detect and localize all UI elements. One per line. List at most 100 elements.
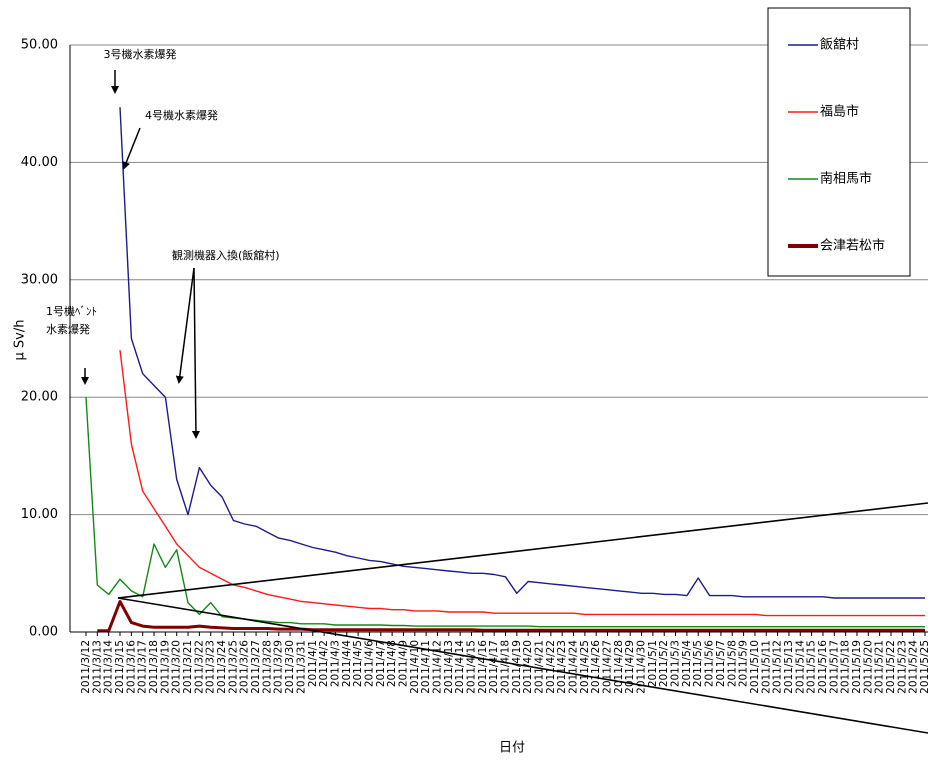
y-tick-label: 50.00 bbox=[21, 38, 58, 53]
plot bbox=[85, 107, 925, 633]
annotation: 1号機ﾍﾞﾝﾄ bbox=[46, 304, 97, 318]
legend-label: 会津若松市 bbox=[820, 238, 885, 254]
x-tick-label: 2011/5/1 bbox=[647, 640, 659, 687]
x-tick-label: 2011/5/14 bbox=[794, 640, 806, 694]
x-tick-label: 2011/4/10 bbox=[409, 640, 421, 694]
series-line bbox=[119, 350, 925, 617]
x-tick-label: 2011/5/22 bbox=[885, 640, 897, 694]
x-tick-label: 2011/5/2 bbox=[658, 640, 670, 687]
x-tick-label: 2011/4/1 bbox=[307, 640, 319, 687]
x-tick-label: 2011/4/3 bbox=[329, 640, 341, 687]
annotation: 水素爆発 bbox=[46, 322, 90, 336]
y-axis-title: μ Sv/h bbox=[13, 320, 28, 361]
x-tick-label: 2011/4/12 bbox=[431, 640, 443, 694]
x-tick-label: 2011/3/22 bbox=[193, 640, 205, 694]
x-tick-label: 2011/5/17 bbox=[828, 640, 840, 694]
x-tick-label: 2011/5/12 bbox=[772, 640, 784, 694]
series-line bbox=[119, 107, 925, 599]
x-tick-label: 2011/4/26 bbox=[590, 640, 602, 694]
x-tick-label: 2011/3/12 bbox=[80, 640, 92, 694]
x-tick-label: 2011/4/27 bbox=[602, 640, 614, 694]
x-tick-label: 2011/3/28 bbox=[261, 640, 273, 694]
x-tick-label: 2011/3/16 bbox=[125, 640, 137, 694]
x-tick-label: 2011/5/13 bbox=[783, 640, 795, 694]
x-tick-label: 2011/5/7 bbox=[715, 640, 727, 687]
x-tick-label: 2011/4/20 bbox=[522, 640, 534, 694]
legend-box bbox=[767, 7, 911, 277]
x-tick-label: 2011/3/26 bbox=[239, 640, 251, 694]
x-tick-label: 2011/5/8 bbox=[726, 640, 738, 687]
x-tick-label: 2011/3/23 bbox=[205, 640, 217, 694]
series-line bbox=[85, 397, 925, 628]
x-tick-label: 2011/3/20 bbox=[171, 640, 183, 694]
x-tick-label: 2011/4/18 bbox=[500, 640, 512, 694]
x-tick-label: 2011/3/21 bbox=[182, 640, 194, 694]
y-tick-label: 0.00 bbox=[29, 625, 58, 640]
x-tick-label: 2011/4/17 bbox=[488, 640, 500, 694]
legend-label: 福島市 bbox=[820, 104, 859, 120]
x-tick-label: 2011/5/25 bbox=[919, 640, 928, 694]
arrow bbox=[122, 127, 141, 170]
x-tick-label: 2011/4/5 bbox=[352, 640, 364, 687]
x-tick-label: 2011/4/19 bbox=[511, 640, 523, 694]
x-tick-label: 2011/3/29 bbox=[273, 640, 285, 694]
x-tick-label: 2011/5/9 bbox=[738, 640, 750, 687]
x-tick-label: 2011/4/23 bbox=[556, 640, 568, 694]
x-tick-label: 2011/4/16 bbox=[477, 640, 489, 694]
x-tick-label: 2011/3/13 bbox=[91, 640, 103, 694]
annotation: 4号機水素爆発 bbox=[145, 108, 218, 122]
x-tick-label: 2011/4/2 bbox=[318, 640, 330, 687]
x-tick-label: 2011/3/25 bbox=[227, 640, 239, 694]
x-tick-label: 2011/3/17 bbox=[137, 640, 149, 694]
x-tick-label: 2011/5/20 bbox=[862, 640, 874, 694]
y-tick-label: 40.00 bbox=[21, 155, 58, 170]
x-tick-label: 2011/4/29 bbox=[624, 640, 636, 694]
x-tick-label: 2011/4/15 bbox=[465, 640, 477, 694]
trend-line bbox=[117, 597, 928, 734]
arrow bbox=[175, 267, 195, 384]
annotation: 観測機器入換(飯舘村) bbox=[172, 248, 280, 262]
x-tick-label: 2011/5/10 bbox=[749, 640, 761, 694]
y-tick-label: 10.00 bbox=[21, 507, 58, 522]
x-tick-label: 2011/3/24 bbox=[216, 640, 228, 694]
x-tick-label: 2011/3/14 bbox=[103, 640, 115, 694]
x-tick-label: 2011/3/18 bbox=[148, 640, 160, 694]
x-tick-label: 2011/3/19 bbox=[159, 640, 171, 694]
x-tick-label: 2011/4/6 bbox=[363, 640, 375, 687]
x-tick-label: 2011/5/24 bbox=[908, 640, 920, 694]
x-tick-label: 2011/4/13 bbox=[443, 640, 455, 694]
x-tick-label: 2011/5/19 bbox=[851, 640, 863, 694]
annotation: 3号機水素爆発 bbox=[104, 47, 177, 61]
x-tick-label: 2011/4/8 bbox=[386, 640, 398, 687]
x-tick-label: 2011/4/9 bbox=[397, 640, 409, 687]
x-tick-label: 2011/5/16 bbox=[817, 640, 829, 694]
x-tick-label: 2011/5/15 bbox=[806, 640, 818, 694]
x-tick-label: 2011/4/7 bbox=[375, 640, 387, 687]
legend-label: 飯舘村 bbox=[820, 37, 859, 53]
x-tick-label: 2011/3/15 bbox=[114, 640, 126, 694]
x-tick-label: 2011/3/27 bbox=[250, 640, 262, 694]
x-tick-label: 2011/3/30 bbox=[284, 640, 296, 694]
x-tick-label: 2011/4/22 bbox=[545, 640, 557, 694]
x-tick-label: 2011/4/25 bbox=[579, 640, 591, 694]
x-tick-label: 2011/5/11 bbox=[760, 640, 772, 694]
series-line bbox=[97, 600, 925, 633]
x-tick-label: 2011/4/30 bbox=[636, 640, 648, 694]
x-tick-label: 2011/5/5 bbox=[692, 640, 704, 687]
x-tick-label: 2011/4/21 bbox=[534, 640, 546, 694]
x-tick-label: 2011/4/14 bbox=[454, 640, 466, 694]
x-tick-label: 2011/4/28 bbox=[613, 640, 625, 694]
y-tick-label: 20.00 bbox=[21, 390, 58, 405]
x-tick-label: 2011/5/3 bbox=[670, 640, 682, 687]
legend-label: 南相馬市 bbox=[820, 171, 872, 187]
x-tick-label: 2011/5/23 bbox=[896, 640, 908, 694]
x-tick-label: 2011/3/31 bbox=[295, 640, 307, 694]
x-tick-label: 2011/4/11 bbox=[420, 640, 432, 694]
x-tick-label: 2011/5/18 bbox=[840, 640, 852, 694]
trend-line bbox=[117, 502, 928, 599]
x-tick-label: 2011/5/4 bbox=[681, 640, 693, 687]
y-tick-label: 30.00 bbox=[21, 272, 58, 287]
x-tick-label: 2011/5/21 bbox=[874, 640, 886, 694]
